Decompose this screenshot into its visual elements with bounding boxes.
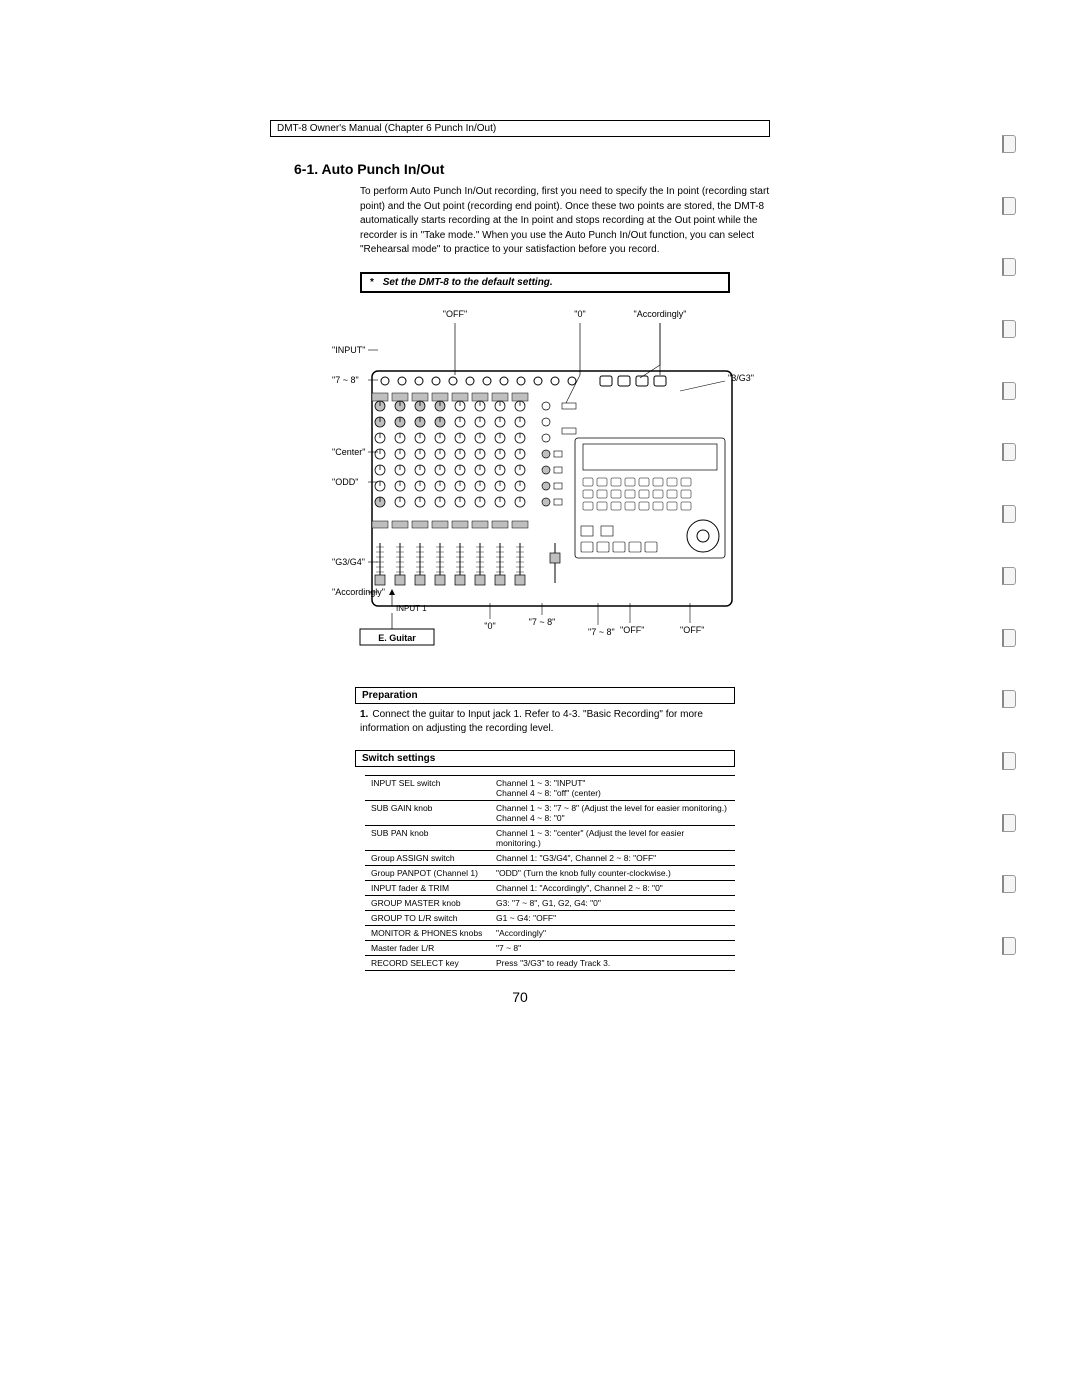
svg-text:E. Guitar: E. Guitar: [378, 633, 416, 643]
table-row: RECORD SELECT keyPress "3/G3" to ready T…: [365, 955, 735, 970]
setting-name: GROUP MASTER knob: [365, 895, 490, 910]
svg-text:INPUT 1: INPUT 1: [396, 604, 427, 613]
svg-text:"7 ~ 8": "7 ~ 8": [332, 375, 359, 385]
binder-tab: [1002, 197, 1016, 215]
setting-name: MONITOR & PHONES knobs: [365, 925, 490, 940]
setting-name: INPUT SEL switch: [365, 775, 490, 800]
svg-text:"G3/G4": "G3/G4": [332, 557, 365, 567]
setting-value: Channel 1 ~ 3: "7 ~ 8" (Adjust the level…: [490, 800, 735, 825]
setting-name: Group ASSIGN switch: [365, 850, 490, 865]
setting-value: G3: "7 ~ 8", G1, G2, G4: "0": [490, 895, 735, 910]
setting-value: "7 ~ 8": [490, 940, 735, 955]
svg-text:"7 ~ 8": "7 ~ 8": [529, 617, 556, 627]
svg-text:"Accordingly": "Accordingly": [634, 309, 687, 319]
setting-name: Master fader L/R: [365, 940, 490, 955]
setting-name: Group PANPOT (Channel 1): [365, 865, 490, 880]
step-text: Connect the guitar to Input jack 1. Refe…: [360, 709, 703, 734]
binder-tab: [1002, 814, 1016, 832]
setting-value: Channel 1: "G3/G4", Channel 2 ~ 8: "OFF": [490, 850, 735, 865]
table-row: GROUP TO L/R switchG1 ~ G4: "OFF": [365, 910, 735, 925]
table-row: INPUT SEL switchChannel 1 ~ 3: "INPUT"Ch…: [365, 775, 735, 800]
binder-tab: [1002, 135, 1016, 153]
bullet: *: [370, 277, 374, 288]
svg-text:"INPUT": "INPUT": [332, 345, 365, 355]
setting-value: Channel 1 ~ 3: "center" (Adjust the leve…: [490, 825, 735, 850]
binder-tab: [1002, 937, 1016, 955]
switch-settings-header: Switch settings: [355, 750, 735, 767]
binder-tab: [1002, 505, 1016, 523]
svg-text:"7 ~ 8": "7 ~ 8": [588, 627, 615, 637]
setting-name: RECORD SELECT key: [365, 955, 490, 970]
setting-value: "Accordingly": [490, 925, 735, 940]
setting-value: Press "3/G3" to ready Track 3.: [490, 955, 735, 970]
setting-value: "ODD" (Turn the knob fully counter-clock…: [490, 865, 735, 880]
setting-name: SUB GAIN knob: [365, 800, 490, 825]
preparation-body: 1.Connect the guitar to Input jack 1. Re…: [360, 708, 730, 736]
intro-paragraph: To perform Auto Punch In/Out recording, …: [360, 185, 770, 258]
setting-value: Channel 1: "Accordingly", Channel 2 ~ 8:…: [490, 880, 735, 895]
binder-tabs: [1002, 135, 1020, 955]
doc-header: DMT-8 Owner's Manual (Chapter 6 Punch In…: [270, 120, 770, 137]
binder-tab: [1002, 443, 1016, 461]
setting-name: INPUT fader & TRIM: [365, 880, 490, 895]
table-row: GROUP MASTER knobG3: "7 ~ 8", G1, G2, G4…: [365, 895, 735, 910]
table-row: Group PANPOT (Channel 1)"ODD" (Turn the …: [365, 865, 735, 880]
table-row: SUB PAN knobChannel 1 ~ 3: "center" (Adj…: [365, 825, 735, 850]
setting-name: GROUP TO L/R switch: [365, 910, 490, 925]
binder-tab: [1002, 875, 1016, 893]
svg-text:"OFF": "OFF": [620, 625, 644, 635]
preparation-header: Preparation: [355, 687, 735, 704]
table-row: Group ASSIGN switchChannel 1: "G3/G4", C…: [365, 850, 735, 865]
setting-name: SUB PAN knob: [365, 825, 490, 850]
svg-text:"OFF": "OFF": [443, 309, 467, 319]
table-row: INPUT fader & TRIMChannel 1: "Accordingl…: [365, 880, 735, 895]
table-row: MONITOR & PHONES knobs"Accordingly": [365, 925, 735, 940]
binder-tab: [1002, 320, 1016, 338]
svg-text:"Center": "Center": [332, 447, 365, 457]
binder-tab: [1002, 567, 1016, 585]
mixer-diagram: "OFF" "0" "Accordingly" "INPUT" "7 ~ 8" "Cent…: [330, 303, 760, 673]
binder-tab: [1002, 258, 1016, 276]
setting-value: G1 ~ G4: "OFF": [490, 910, 735, 925]
svg-text:"0": "0": [484, 621, 495, 631]
setting-text: Set the DMT-8 to the default setting.: [383, 277, 553, 288]
page-number: 70: [270, 989, 770, 1005]
setting-value: Channel 1 ~ 3: "INPUT"Channel 4 ~ 8: "of…: [490, 775, 735, 800]
svg-text:"ODD": "ODD": [332, 477, 358, 487]
svg-text:"3/G3": "3/G3": [728, 373, 754, 383]
step-number: 1.: [360, 709, 368, 720]
table-row: SUB GAIN knobChannel 1 ~ 3: "7 ~ 8" (Adj…: [365, 800, 735, 825]
binder-tab: [1002, 382, 1016, 400]
svg-text:"0": "0": [574, 309, 585, 319]
binder-tab: [1002, 690, 1016, 708]
svg-text:"OFF": "OFF": [680, 625, 704, 635]
section-title: 6-1. Auto Punch In/Out: [294, 161, 770, 177]
binder-tab: [1002, 629, 1016, 647]
default-setting-note: * Set the DMT-8 to the default setting.: [360, 272, 730, 293]
switch-settings-table: INPUT SEL switchChannel 1 ~ 3: "INPUT"Ch…: [365, 775, 735, 971]
table-row: Master fader L/R"7 ~ 8": [365, 940, 735, 955]
binder-tab: [1002, 752, 1016, 770]
